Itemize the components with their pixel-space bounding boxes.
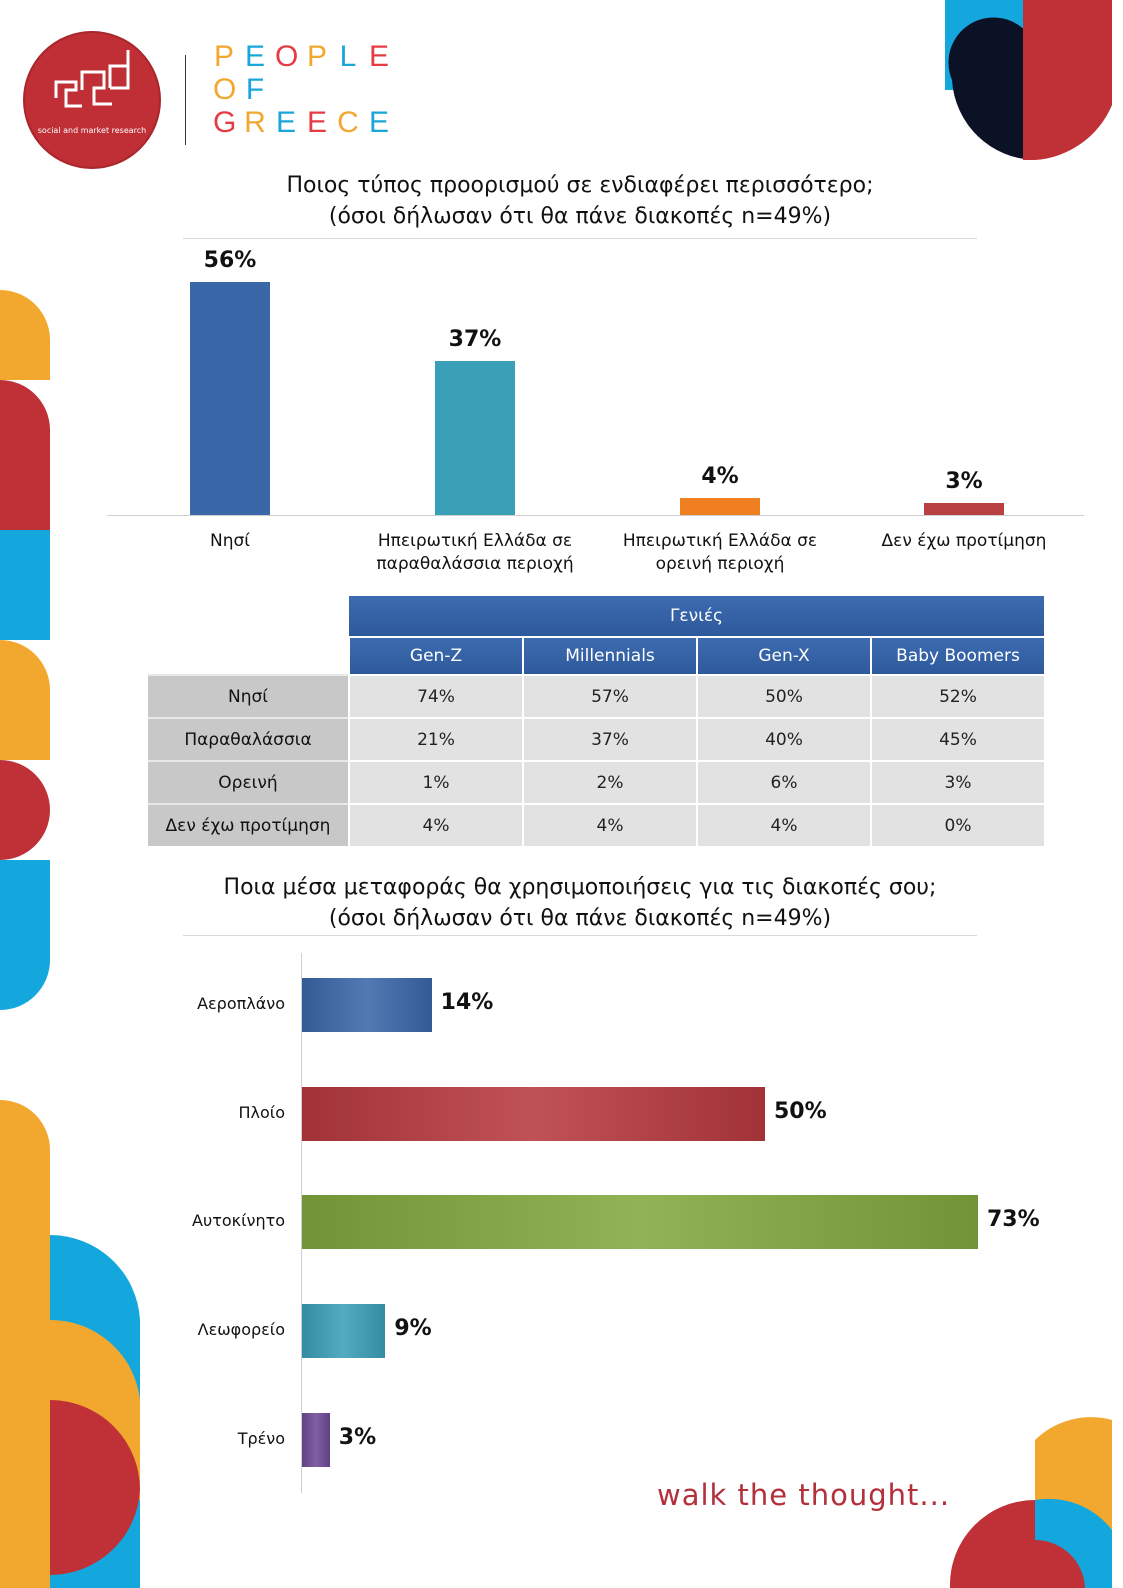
chart2-category-label: Λεωφορείο: [197, 1320, 285, 1339]
chart2-category-label: Αυτοκίνητο: [192, 1211, 285, 1230]
chart2-bar: [302, 978, 432, 1032]
table-cell: 21%: [348, 717, 523, 761]
table-cell: 52%: [870, 674, 1044, 718]
wordmark-letter: R: [244, 106, 266, 139]
table-row: Δεν έχω προτίμηση 4% 4% 4% 0%: [148, 803, 1044, 846]
table-cell: 74%: [348, 674, 523, 718]
table-row-label: Νησί: [148, 674, 349, 718]
wordmark-letter: F: [245, 73, 265, 106]
chart1-x-axis: [107, 515, 1084, 516]
table-cell: 0%: [870, 803, 1044, 846]
table-row-label: Παραθαλάσσια: [148, 717, 349, 761]
chart2-value-label: 14%: [440, 990, 494, 1015]
chart1-category-label: Ηπειρωτική Ελλάδα σε παραθαλάσσια περιοχ…: [376, 531, 574, 574]
wordmark-letter: L: [339, 40, 357, 73]
table-cell: 45%: [870, 717, 1044, 761]
chart2-subtitle: (όσοι δήλωσαν ότι θα πάνε διακοπές n=49%…: [328, 906, 832, 931]
chart2-category-label: Αεροπλάνο: [197, 994, 285, 1013]
logo-caption: social and market research: [38, 126, 147, 135]
chart1-bar: [680, 498, 760, 515]
chart1-category-label: Δεν έχω προτίμηση: [881, 531, 1047, 551]
company-logo: social and market research: [23, 31, 161, 169]
chart1-value-label: 4%: [701, 464, 739, 490]
wordmark-letter: G: [213, 106, 237, 139]
logo-divider: [185, 55, 186, 145]
tagline: walk the thought...: [657, 1478, 951, 1512]
table-row: Παραθαλάσσια 21% 37% 40% 45%: [148, 717, 1044, 761]
table-cell: 4%: [348, 803, 523, 846]
chart2-title-rule: [183, 935, 977, 936]
chart1-bar: [435, 361, 515, 515]
table-cell: 50%: [696, 674, 871, 718]
wordmark-letter: E: [368, 106, 389, 139]
chart2-value-label: 50%: [774, 1099, 827, 1124]
chart1-value-label: 37%: [448, 327, 502, 353]
chart1-subtitle: (όσοι δήλωσαν ότι θα πάνε διακοπές n=49%…: [328, 204, 832, 229]
generations-table: Γενιές Gen-Z Millennials Gen-X Baby Boomers…: [148, 596, 1044, 846]
chart2-value-label: 9%: [394, 1316, 432, 1341]
chart1-title-rule: [183, 238, 977, 239]
table-column-header: Millennials: [522, 637, 697, 675]
table-cell: 57%: [522, 674, 697, 718]
wordmark-letter: O: [213, 73, 237, 106]
chart1-value-label: 3%: [945, 468, 983, 494]
table-row-label: Δεν έχω προτίμηση: [148, 803, 349, 846]
wordmark-letter: P: [306, 40, 327, 73]
chart2-bar: [302, 1304, 386, 1358]
table-group-header: Γενιές: [349, 596, 1044, 638]
table-cell: 1%: [348, 760, 523, 804]
chart1-bar: [190, 282, 270, 515]
chart2-category-label: Τρένο: [237, 1429, 285, 1448]
table-column-header: Gen-X: [696, 637, 871, 675]
table-row: Νησί 74% 57% 50% 52%: [148, 674, 1044, 718]
table-row-label: Ορεινή: [148, 760, 349, 804]
table-cell: 6%: [696, 760, 871, 804]
chart2-bar: [302, 1195, 978, 1249]
chart2-title: Ποια μέσα μεταφοράς θα χρησιμοποιήσεις γ…: [223, 875, 937, 900]
table-cell: 2%: [522, 760, 697, 804]
chart2-value-label: 73%: [987, 1207, 1040, 1232]
chart1-value-label: 56%: [203, 248, 257, 273]
wordmark-letter: E: [306, 106, 327, 139]
table-cell: 40%: [696, 717, 871, 761]
wordmark-letter: E: [275, 106, 296, 139]
wordmark-letter: P: [213, 40, 234, 73]
chart2-value-label: 3%: [338, 1425, 377, 1450]
table-corner-2: [148, 637, 349, 675]
wordmark-letter: C: [337, 106, 359, 139]
chart1-title: Ποιος τύπος προορισμού σε ενδιαφέρει περ…: [286, 173, 874, 198]
chart1-bar: [924, 502, 1004, 515]
table-row: Ορεινή 1% 2% 6% 3%: [148, 760, 1044, 804]
chart2-bar: [302, 1413, 330, 1467]
chart1-category-label: Ηπειρωτική Ελλάδα σε ορεινή περιοχή: [622, 531, 818, 574]
table-cell: 3%: [870, 760, 1044, 804]
table-cell: 4%: [522, 803, 697, 846]
table-cell: 4%: [696, 803, 871, 846]
chart2-bar: [302, 1087, 765, 1141]
table-corner: [148, 596, 349, 637]
wordmark-letter: E: [244, 40, 265, 73]
wordmark-letter: O: [275, 40, 299, 73]
table-column-header: Baby Boomers: [870, 637, 1044, 675]
table-cell: 37%: [522, 717, 697, 761]
wordmark-letter: E: [368, 40, 389, 73]
chart1-category-label: Νησί: [209, 531, 251, 551]
table-column-header: Gen-Z: [348, 637, 523, 675]
chart2-y-axis: [301, 953, 302, 1493]
chart2-category-label: Πλοίο: [238, 1103, 286, 1122]
